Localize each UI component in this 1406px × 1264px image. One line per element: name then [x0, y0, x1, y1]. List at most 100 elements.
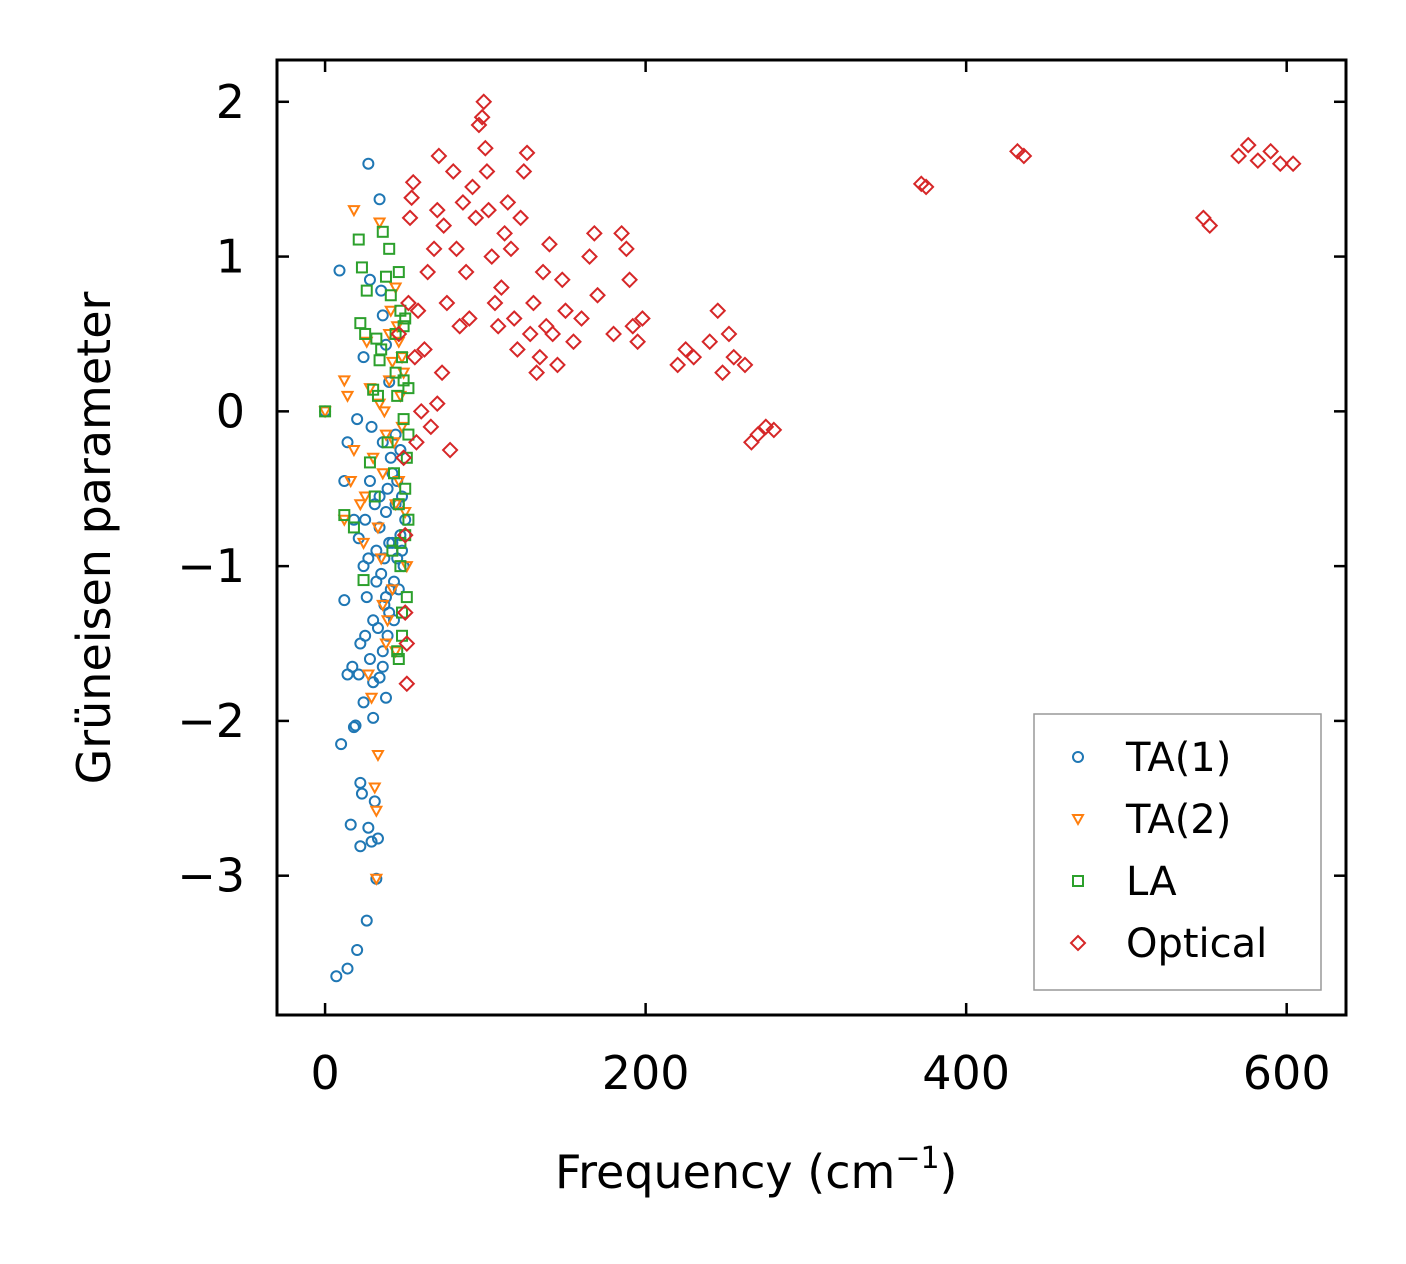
data-point: [371, 832, 384, 845]
data-point: [757, 418, 775, 436]
x-tick-label: 600: [1243, 1046, 1331, 1100]
data-point: [749, 426, 767, 443]
data-point: [359, 629, 372, 642]
data-point: [387, 467, 400, 480]
data-point: [368, 490, 381, 503]
data-point: [394, 560, 407, 573]
data-point: [346, 660, 359, 673]
legend: TA(1) TA(2) LA Optical: [1033, 713, 1322, 991]
data-point: [629, 333, 647, 351]
data-point: [368, 795, 381, 808]
data-point: [492, 279, 510, 296]
data-point: [396, 604, 414, 621]
data-point: [402, 382, 415, 395]
data-point: [1271, 155, 1289, 173]
data-point: [372, 398, 387, 411]
data-point: [352, 233, 365, 246]
data-point: [460, 310, 478, 327]
y-tick-label: 0: [216, 384, 245, 438]
data-point: [525, 294, 542, 312]
data-point: [383, 536, 396, 549]
data-point: [347, 721, 360, 734]
data-point: [573, 310, 590, 327]
data-point: [428, 201, 446, 219]
data-point: [531, 348, 549, 366]
data-point: [367, 711, 380, 724]
data-point: [541, 235, 558, 253]
data-point: [521, 325, 539, 343]
x-axis-label: Frequency (cm−1): [555, 1141, 958, 1199]
data-point: [382, 375, 396, 388]
data-point: [725, 348, 743, 366]
data-point: [390, 325, 408, 343]
data-point: [385, 584, 400, 597]
data-point: [374, 553, 388, 566]
data-point: [444, 163, 462, 180]
data-point: [1009, 142, 1026, 160]
y-axis: 2 1 0 −1 −2 −3: [177, 75, 1346, 903]
data-point: [363, 653, 376, 666]
data-point: [553, 271, 571, 289]
data-point: [486, 294, 504, 312]
data-point: [391, 645, 404, 658]
data-point: [376, 645, 389, 658]
data-point: [362, 552, 375, 565]
data-point: [395, 352, 409, 365]
data-point: [344, 476, 358, 489]
y-tick-label: 1: [216, 230, 245, 284]
y-tick-label: 2: [216, 75, 245, 129]
data-point: [1201, 217, 1219, 235]
data-point: [381, 629, 394, 642]
data-point: [392, 336, 406, 349]
data-point: [347, 445, 361, 458]
x-tick-label: 200: [602, 1046, 690, 1100]
data-point: [387, 437, 401, 450]
data-point: [438, 294, 456, 312]
data-point: [358, 491, 372, 504]
y-tick-label: −2: [177, 694, 245, 748]
data-point: [397, 413, 410, 426]
data-point: [357, 696, 370, 709]
data-point: [376, 599, 390, 612]
data-point: [454, 193, 472, 211]
data-point: [1230, 147, 1248, 165]
data-point: [422, 418, 440, 436]
data-point: [319, 405, 332, 418]
data-point: [402, 513, 415, 526]
data-point: [351, 413, 364, 426]
legend-label: Optical: [1126, 921, 1267, 967]
data-point: [375, 343, 388, 356]
legend-entry: TA(2): [1071, 797, 1231, 843]
data-point: [557, 302, 574, 320]
x-tick-label: 0: [310, 1046, 339, 1100]
data-point: [483, 248, 501, 265]
data-point: [369, 873, 384, 886]
data-point: [392, 266, 405, 279]
legend-label: LA: [1126, 859, 1177, 905]
data-point: [403, 189, 421, 207]
data-point: [356, 537, 371, 550]
data-point: [476, 139, 494, 157]
data-point: [416, 341, 433, 358]
data-point: [425, 240, 443, 258]
data-point: [430, 147, 448, 165]
data-point: [360, 336, 374, 349]
data-point: [340, 390, 355, 403]
data-point: [389, 428, 402, 441]
data-point: [337, 375, 352, 388]
data-point: [467, 209, 485, 227]
data-point: [400, 294, 417, 312]
data-point: [685, 348, 703, 366]
data-point: [912, 175, 930, 193]
data-point: [409, 302, 427, 320]
data-point: [396, 526, 414, 544]
data-point: [385, 356, 400, 369]
data-point: [362, 157, 375, 170]
legend-marker: [1072, 875, 1084, 887]
data-point: [433, 364, 451, 382]
data-point: [412, 402, 430, 420]
data-point: [371, 749, 385, 763]
data-point: [381, 436, 394, 449]
data-point: [380, 615, 395, 628]
data-point: [355, 787, 368, 800]
